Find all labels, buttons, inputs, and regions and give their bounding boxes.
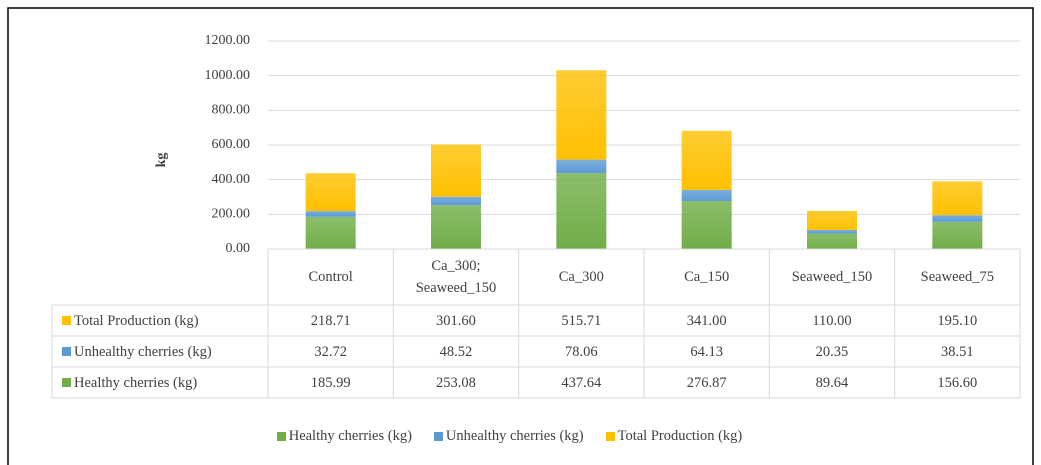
bar-segment (932, 221, 983, 249)
category-label: Control (308, 269, 353, 285)
table-value: 301.60 (436, 312, 476, 329)
bar-segment (807, 233, 857, 249)
legend-key (276, 431, 286, 441)
legend-key (433, 431, 443, 441)
table-value: 38.51 (941, 343, 974, 360)
legend-key (62, 316, 71, 325)
bar-segment (807, 229, 857, 234)
table-row-header: Total Production (kg) (52, 305, 268, 336)
legend-label: Total Production (kg) (617, 428, 743, 444)
bar-segment (556, 70, 607, 160)
category-label: Ca_300 (558, 269, 604, 285)
y-tick-label: 600.00 (212, 137, 251, 152)
bar-segment (681, 201, 732, 249)
bar-segment (932, 215, 983, 222)
bar-segment (556, 173, 607, 249)
bar-segment (305, 173, 356, 212)
category-label: Seaweed_75 (920, 269, 994, 285)
legend-label: Unhealthy cherries (kg) (445, 428, 584, 444)
bar-segment (932, 181, 983, 216)
table-value: 32.72 (314, 343, 347, 360)
y-tick-label: 800.00 (212, 103, 251, 118)
y-tick-label: 400.00 (212, 172, 251, 187)
bar-segment (556, 159, 607, 174)
bar-segment (305, 216, 356, 249)
category-label: Ca_150 (684, 269, 730, 285)
y-tick-label: 200.00 (212, 207, 251, 222)
legend: Healthy cherries (kg) Unhealthy cherries … (0, 424, 1041, 448)
y-axis-label: kg (154, 153, 169, 168)
legend-key (605, 431, 615, 441)
table-value: 515.71 (561, 312, 602, 329)
row-label: Total Production (kg) (74, 312, 199, 329)
y-tick-label: 1000.00 (205, 68, 251, 83)
bar-segment (807, 210, 857, 230)
table-value: 437.64 (561, 374, 602, 391)
table-value: 218.71 (310, 312, 351, 329)
table-row-header: Healthy cherries (kg) (52, 367, 268, 398)
table-value: 64.13 (690, 343, 723, 360)
bar-segment (431, 196, 481, 206)
table-value: 89.64 (815, 374, 849, 391)
table-value: 48.52 (439, 343, 473, 360)
table-value: 276.87 (686, 374, 727, 391)
table-value: 156.60 (937, 374, 978, 391)
bar-segment (431, 205, 481, 249)
y-tick-label: 0.00 (226, 241, 251, 256)
bar-segment (305, 211, 356, 217)
row-label: Unhealthy cherries (kg) (74, 343, 212, 360)
table-value: 110.00 (812, 312, 852, 329)
table-value: 78.06 (565, 343, 598, 360)
table-value: 341.00 (686, 312, 727, 329)
category-label: Ca_300; Seaweed_150 (415, 258, 497, 296)
category-label: Seaweed_150 (791, 269, 873, 285)
table-row-header: Unhealthy cherries (kg) (52, 336, 268, 367)
table-value: 20.35 (815, 343, 849, 360)
legend-label: Healthy cherries (kg) (288, 428, 412, 444)
table-value: 253.08 (436, 374, 476, 391)
table-value: 185.99 (310, 374, 351, 391)
legend-key (62, 378, 71, 387)
row-label: Healthy cherries (kg) (74, 374, 198, 391)
table-value: 195.10 (937, 312, 978, 329)
bar-segment (431, 144, 481, 197)
bar-segment (681, 130, 732, 190)
frame (7, 7, 1034, 465)
legend-key (62, 347, 71, 356)
bar-segment (681, 189, 732, 202)
y-tick-label: 1200.00 (205, 33, 251, 48)
